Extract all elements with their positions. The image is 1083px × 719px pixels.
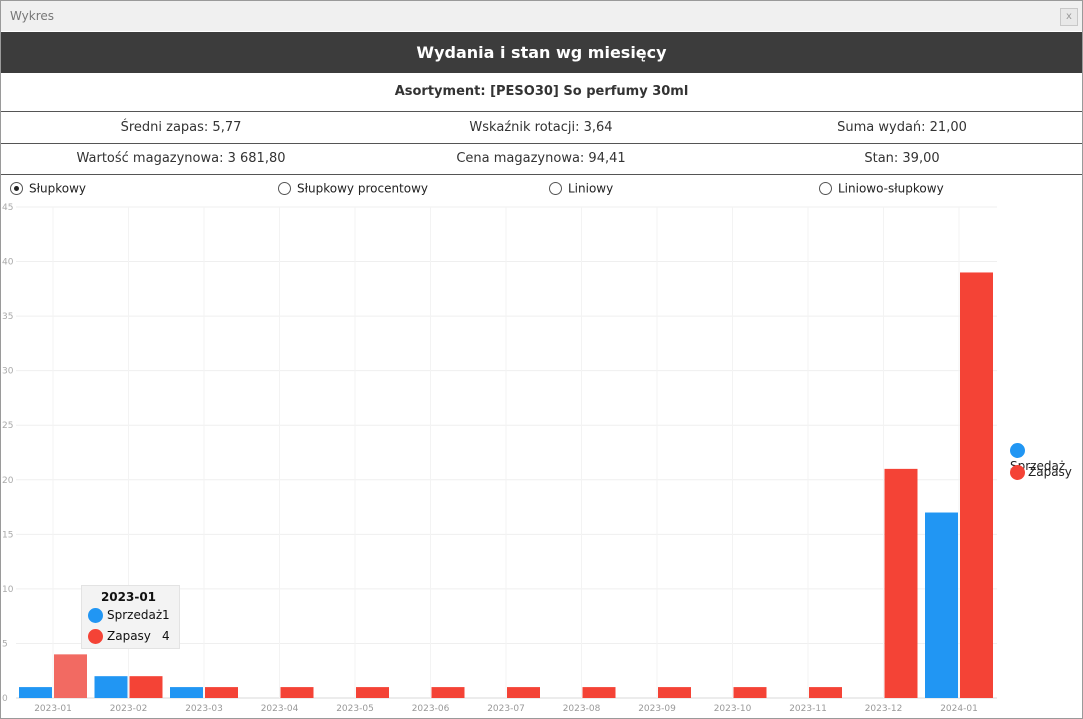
bar-zapasy[interactable]	[356, 687, 389, 698]
bar-zapasy[interactable]	[431, 687, 465, 698]
bar-zapasy[interactable]	[205, 687, 238, 698]
tooltip-row-sprzedaz: Sprzedaż 1	[88, 607, 178, 625]
x-tick-label: 2023-03	[185, 704, 223, 714]
bar-zapasy[interactable]	[733, 687, 767, 698]
y-tick-label: 10	[2, 585, 14, 595]
bar-zapasy[interactable]	[960, 272, 993, 698]
x-tick-label: 2023-04	[261, 704, 299, 714]
tooltip-value: 4	[162, 629, 170, 643]
rotation-stat: Wskaźnik rotacji: 3,64	[469, 120, 613, 135]
x-tick-label: 2024-01	[940, 704, 978, 714]
tooltip-title: 2023-01	[100, 590, 157, 604]
sum-out-stat: Suma wydań: 21,00	[837, 120, 967, 135]
stock-price-stat: Cena magazynowa: 94,41	[456, 151, 626, 166]
legend-dot	[1010, 443, 1025, 458]
tooltip-row-zapasy: Zapasy 4	[88, 628, 178, 646]
radio-circle	[278, 182, 291, 195]
x-tick-label: 2023-10	[714, 704, 752, 714]
tooltip-dot	[88, 608, 103, 623]
product-label: Asortyment: [PESO30] So perfumy 30ml	[1, 73, 1082, 112]
x-tick-label: 2023-11	[789, 704, 827, 714]
stats-row-2: Wartość magazynowa: 3 681,80 Cena magazy…	[1, 144, 1082, 175]
bar-zapasy[interactable]	[884, 468, 918, 698]
y-tick-label: 35	[2, 312, 13, 322]
tooltip-dot	[88, 629, 103, 644]
chart-type-selector: Słupkowy Słupkowy procentowy Liniowy Lin…	[1, 176, 1082, 200]
legend-item-sprzedaz[interactable]: Sprzedaż	[1010, 442, 1083, 473]
chart-legend: Sprzedaż Zapasy	[1010, 442, 1083, 486]
radio-liniowo-slupkowy[interactable]: Liniowo-słupkowy	[819, 181, 944, 197]
x-tick-label: 2023-06	[412, 704, 450, 714]
bar-zapasy[interactable]	[809, 687, 842, 698]
bar-sprzedaz[interactable]	[925, 512, 958, 698]
stats-row-1: Średni zapas: 5,77 Wskaźnik rotacji: 3,6…	[1, 113, 1082, 144]
x-tick-label: 2023-08	[563, 704, 601, 714]
tooltip-value: 1	[162, 608, 170, 622]
y-tick-label: 20	[2, 476, 14, 486]
y-tick-label: 15	[2, 530, 13, 540]
bar-zapasy[interactable]	[54, 654, 87, 698]
bar-zapasy[interactable]	[280, 687, 314, 698]
stock-value-stat: Wartość magazynowa: 3 681,80	[76, 151, 286, 166]
y-tick-label: 40	[2, 258, 14, 268]
bar-chart: 0 5 10 15 20 25 30 35 40 45 2023-01 2023-02 2023-03 2…	[2, 203, 997, 714]
radio-label: Liniowy	[568, 181, 614, 196]
y-tick-label: 45	[2, 203, 13, 213]
bar-zapasy[interactable]	[658, 687, 691, 698]
legend-item-zapasy[interactable]: Zapasy	[1010, 464, 1083, 484]
radio-circle	[819, 182, 832, 195]
legend-dot	[1010, 465, 1025, 480]
radio-label: Liniowo-słupkowy	[838, 181, 944, 196]
x-tick-label: 2023-05	[336, 704, 374, 714]
y-tick-label: 0	[2, 694, 8, 704]
window-title: Wykres	[10, 9, 55, 23]
radio-label: Słupkowy	[29, 181, 87, 196]
legend-label: Zapasy	[1028, 465, 1072, 479]
title-bar: Wykres x	[1, 1, 1082, 31]
state-stat: Stan: 39,00	[864, 151, 940, 166]
x-tick-label: 2023-01	[34, 704, 72, 714]
radio-label: Słupkowy procentowy	[297, 181, 429, 196]
x-tick-label: 2023-09	[638, 704, 676, 714]
tooltip-label: Sprzedaż	[107, 608, 163, 622]
radio-circle	[549, 182, 562, 195]
bar-zapasy[interactable]	[129, 676, 163, 698]
x-tick-label: 2023-07	[487, 704, 525, 714]
radio-slupkowy[interactable]: Słupkowy	[10, 181, 86, 197]
chart-header: Wydania i stan wg miesięcy	[1, 32, 1082, 73]
bar-zapasy[interactable]	[507, 687, 540, 698]
y-tick-label: 5	[2, 639, 8, 649]
y-tick-label: 30	[2, 367, 14, 377]
bar-zapasy[interactable]	[582, 687, 616, 698]
bar-sprzedaz[interactable]	[19, 687, 52, 698]
x-tick-label: 2023-02	[110, 704, 148, 714]
radio-liniowy[interactable]: Liniowy	[549, 181, 613, 197]
x-tick-label: 2023-12	[865, 704, 903, 714]
y-tick-label: 25	[2, 421, 13, 431]
radio-circle	[10, 182, 23, 195]
bar-sprzedaz[interactable]	[170, 687, 203, 698]
close-icon[interactable]: x	[1060, 8, 1078, 26]
bar-sprzedaz[interactable]	[94, 676, 128, 698]
tooltip-label: Zapasy	[107, 629, 151, 643]
radio-slupkowy-procentowy[interactable]: Słupkowy procentowy	[278, 181, 428, 197]
chart-tooltip: 2023-01 Sprzedaż 1 Zapasy 4	[81, 585, 180, 649]
avg-stock-stat: Średni zapas: 5,77	[120, 120, 242, 135]
